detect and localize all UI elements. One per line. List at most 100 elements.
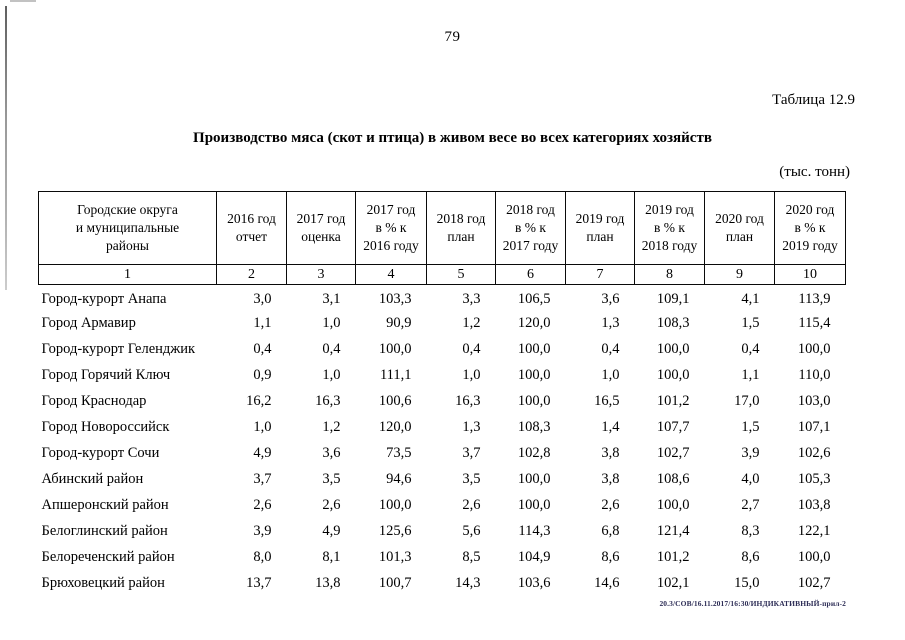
value-cell: 100,0 <box>517 471 551 487</box>
value-cell: 16,3 <box>455 393 481 409</box>
value-cell: 104,9 <box>517 549 551 565</box>
column-header: 2019 год в % к 2018 году <box>634 191 705 265</box>
value-cell: 100,0 <box>517 367 551 383</box>
value-cell: 94,6 <box>386 471 412 487</box>
column-header: 2017 год в % к 2016 году <box>355 191 427 265</box>
value-cell: 1,2 <box>462 315 481 331</box>
value-cell: 3,6 <box>322 445 341 461</box>
value-cell: 101,2 <box>656 393 690 409</box>
value-cell: 14,6 <box>594 575 620 591</box>
value-cell: 1,0 <box>322 315 341 331</box>
value-cell: 3,6 <box>601 290 620 307</box>
table-row: Апшеронский район 2,6 2,6 100,0 2,6 100,0 2,6 1… <box>39 493 846 519</box>
value-cell: 0,4 <box>322 341 341 357</box>
value-cell: 100,0 <box>517 497 551 513</box>
header-row: Городские округа и муниципальные районы … <box>38 191 846 265</box>
region-name-cell: Город Горячий Ключ <box>41 367 171 383</box>
value-cell: 1,0 <box>462 367 481 383</box>
value-cell: 1,3 <box>601 315 620 331</box>
value-cell: 122,1 <box>797 523 831 539</box>
value-cell: 6,8 <box>601 523 620 539</box>
value-cell: 73,5 <box>386 445 412 461</box>
value-cell: 3,8 <box>601 445 620 461</box>
value-cell: 100,0 <box>656 367 690 383</box>
value-cell: 120,0 <box>378 419 412 435</box>
column-number-row: 1 2 3 4 5 6 7 8 9 10 <box>38 264 846 285</box>
value-cell: 100,7 <box>378 575 412 591</box>
region-name-cell: Город Новороссийск <box>41 419 170 435</box>
value-cell: 3,9 <box>741 445 760 461</box>
value-cell: 2,7 <box>741 497 760 513</box>
column-header: 2017 год оценка <box>286 191 356 265</box>
value-cell: 100,0 <box>378 341 412 357</box>
region-name-cell: Брюховецкий район <box>41 575 165 591</box>
value-cell: 111,1 <box>379 367 412 383</box>
value-cell: 115,4 <box>798 315 831 331</box>
value-cell: 3,1 <box>322 290 341 307</box>
value-cell: 102,1 <box>656 575 690 591</box>
value-cell: 114,3 <box>518 523 551 539</box>
column-number: 1 <box>38 264 217 285</box>
table-row: Абинский район 3,7 3,5 94,6 3,5 100,0 3,8 108,6… <box>39 467 846 493</box>
value-cell: 15,0 <box>734 575 760 591</box>
value-cell: 100,0 <box>656 341 690 357</box>
value-cell: 17,0 <box>734 393 760 409</box>
table-row: Брюховецкий район 13,7 13,8 100,7 14,3 103,6 1… <box>39 571 846 597</box>
region-name-cell: Город Армавир <box>41 315 136 331</box>
value-cell: 103,0 <box>797 393 831 409</box>
region-name-cell: Город-курорт Геленджик <box>41 341 196 357</box>
column-header: 2018 год план <box>426 191 496 265</box>
table-body: Город-курорт Анапа 3,0 3,1 103,3 3,3 106,5 3,6… <box>39 285 846 597</box>
value-cell: 100,0 <box>517 341 551 357</box>
value-cell: 3,3 <box>462 290 481 307</box>
region-name-cell: Город-курорт Сочи <box>41 445 160 461</box>
column-number: 4 <box>355 264 427 285</box>
value-cell: 1,0 <box>253 419 272 435</box>
table-row: Город-курорт Сочи 4,9 3,6 73,5 3,7 102,8 3,8 10… <box>39 441 846 467</box>
value-cell: 4,1 <box>741 290 760 307</box>
value-cell: 1,0 <box>601 367 620 383</box>
column-header: 2019 год план <box>565 191 635 265</box>
value-cell: 0,9 <box>253 367 272 383</box>
table-row: Белоглинский район 3,9 4,9 125,6 5,6 114,3 6,8… <box>39 519 846 545</box>
value-cell: 109,1 <box>656 290 690 307</box>
value-cell: 103,8 <box>797 497 831 513</box>
value-cell: 100,0 <box>797 549 831 565</box>
value-cell: 103,6 <box>517 575 551 591</box>
value-cell: 3,7 <box>253 471 272 487</box>
column-number: 2 <box>216 264 287 285</box>
value-cell: 0,4 <box>462 341 481 357</box>
value-cell: 14,3 <box>455 575 481 591</box>
value-cell: 8,0 <box>253 549 272 565</box>
table-row: Город-курорт Геленджик 0,4 0,4 100,0 0,4 100,… <box>39 337 846 363</box>
value-cell: 5,6 <box>462 523 481 539</box>
value-cell: 103,3 <box>378 290 412 307</box>
value-cell: 102,6 <box>797 445 831 461</box>
table-row: Город-курорт Анапа 3,0 3,1 103,3 3,3 106,5 3,6… <box>39 285 846 311</box>
value-cell: 1,0 <box>322 367 341 383</box>
column-header: 2018 год в % к 2017 году <box>495 191 566 265</box>
value-cell: 1,4 <box>601 419 620 435</box>
value-cell: 4,9 <box>253 445 272 461</box>
value-cell: 106,5 <box>517 290 551 307</box>
column-number: 10 <box>774 264 846 285</box>
value-cell: 3,5 <box>462 471 481 487</box>
page-number: 79 <box>444 29 461 45</box>
value-cell: 120,0 <box>517 315 551 331</box>
table-label: Таблица 12.9 <box>772 92 855 108</box>
table-header: Городские округа и муниципальные районы … <box>38 191 846 285</box>
value-cell: 108,3 <box>656 315 690 331</box>
value-cell: 125,6 <box>378 523 412 539</box>
value-cell: 100,0 <box>797 341 831 357</box>
data-table: Городские округа и муниципальные районы … <box>38 191 846 597</box>
table-row: Город Армавир 1,1 1,0 90,9 1,2 120,0 1,3 108,3 1… <box>39 311 846 337</box>
value-cell: 100,0 <box>656 497 690 513</box>
value-cell: 100,0 <box>517 393 551 409</box>
value-cell: 1,1 <box>253 315 272 331</box>
value-cell: 1,2 <box>322 419 341 435</box>
column-number: 8 <box>634 264 705 285</box>
column-number: 9 <box>704 264 775 285</box>
value-cell: 108,6 <box>656 471 690 487</box>
value-cell: 105,3 <box>797 471 831 487</box>
value-cell: 1,5 <box>741 315 760 331</box>
